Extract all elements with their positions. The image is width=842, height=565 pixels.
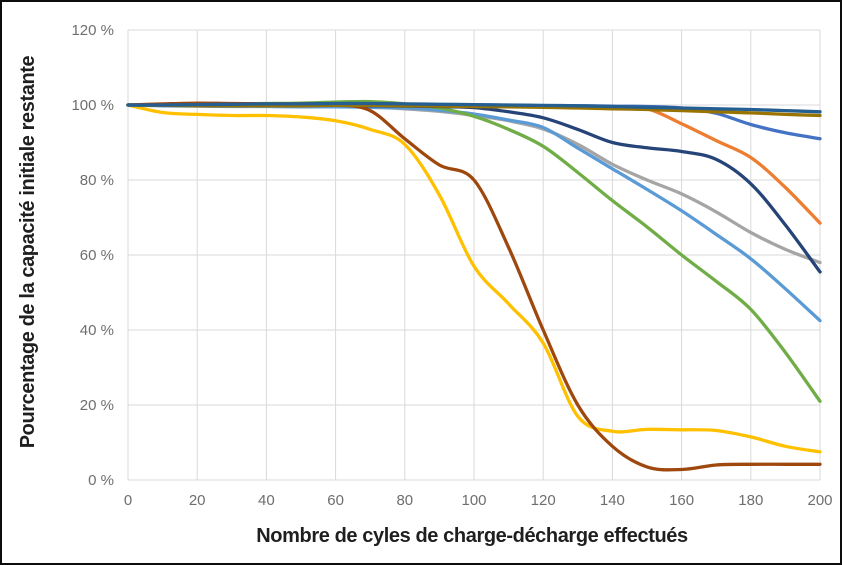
y-tick-label: 20 % (80, 397, 114, 414)
x-tick-label: 200 (807, 492, 832, 509)
x-tick-label: 0 (124, 492, 132, 509)
x-tick-label: 140 (600, 492, 625, 509)
y-tick-label: 40 % (80, 322, 114, 339)
x-tick-label: 60 (327, 492, 344, 509)
gridlines (127, 29, 821, 481)
x-tick-label: 100 (461, 492, 486, 509)
series-line-ligne-jaune (126, 103, 822, 454)
y-tick-label: 0 % (88, 472, 114, 489)
y-tick-label: 120 % (71, 22, 114, 39)
y-tick-label: 80 % (80, 172, 114, 189)
x-tick-label: 180 (738, 492, 763, 509)
x-tick-label: 40 (258, 492, 275, 509)
y-tick-label: 60 % (80, 247, 114, 264)
x-tick-label: 160 (669, 492, 694, 509)
series-line-ligne-bleu-acier (126, 101, 822, 114)
x-tick-label: 20 (189, 492, 206, 509)
x-tick-label: 80 (396, 492, 413, 509)
tick-labels: 0 20 40 60 80 100 120 140 160 180 200 0 % 20 % 40 % 60… (71, 22, 832, 509)
series-lines (126, 99, 822, 472)
y-axis-title: Pourcentage de la capacité initiale rest… (17, 55, 39, 449)
x-tick-label: 120 (531, 492, 556, 509)
x-axis-title: Nombre de cyles de charge-décharge effec… (256, 525, 688, 547)
series-line-ligne-olive (126, 103, 822, 118)
y-tick-label: 100 % (71, 97, 114, 114)
